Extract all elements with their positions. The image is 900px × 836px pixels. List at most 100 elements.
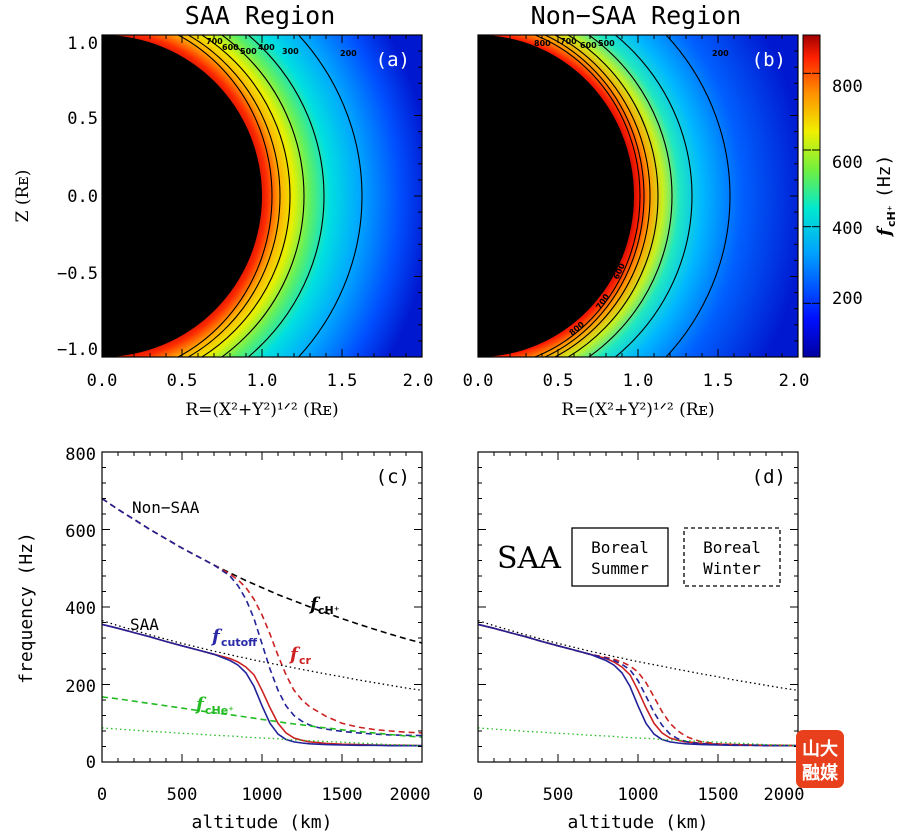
- legend-boreal-winter-line2: Winter: [703, 559, 761, 578]
- panel-a-xtick: 1.5: [327, 371, 358, 391]
- series-line-winter-fcr: [478, 623, 798, 747]
- panel-a-contour-label: 500: [240, 47, 257, 56]
- panel-b-xlabel: R=(X²+Y²)¹ᐟ² (Rᴇ): [561, 400, 714, 420]
- panel-d-frame: [477, 451, 799, 763]
- panel-b-ticks: [477, 34, 799, 358]
- series-line-saa-fch-: [478, 619, 798, 691]
- panel-c-xtick: 0: [97, 785, 107, 805]
- panel-b-contour-label: 500: [598, 39, 615, 48]
- logo-line1: 山大: [802, 738, 838, 760]
- panel-a-contour-label: 700: [206, 37, 223, 46]
- panel-a-label: (a): [376, 49, 410, 71]
- panel-a-ytick: −0.5: [57, 264, 98, 284]
- panel-a-ytick: 1.0: [67, 34, 98, 54]
- panel-d-lines: [478, 619, 798, 747]
- series-line-winter-fcutoff: [478, 623, 798, 747]
- panel-d-saa-label: SAA: [497, 541, 561, 576]
- series-line-summer-fcr: [478, 623, 798, 747]
- colorbar-gradient: [802, 34, 821, 358]
- panel-c-ytick: 800: [65, 445, 96, 465]
- panel-c-xtick: 1500: [322, 785, 363, 805]
- panel-b-earth-disk: [478, 35, 634, 357]
- panel-d-ticks: [477, 451, 799, 763]
- panel-c-ytick: 600: [65, 522, 96, 542]
- panel-b-xtick: 2.0: [779, 371, 810, 391]
- panel-c-xtick: 1000: [242, 785, 283, 805]
- panel-b-contour-label: 500: [621, 214, 634, 233]
- legend-boreal-summer-line1: Boreal: [591, 538, 649, 557]
- panel-b-contour-label: 200: [712, 49, 729, 58]
- panel-d-label: (d): [752, 466, 786, 488]
- legend-boreal-summer-box: [571, 527, 669, 587]
- panel-a-title: SAA Region: [185, 1, 336, 30]
- panel-d-xtick: 2000: [764, 785, 805, 805]
- panel-b-contour-label: 600: [580, 41, 597, 50]
- colorbar-tick: 200: [832, 289, 863, 309]
- panel-b-xtick: 0.0: [463, 371, 494, 391]
- colorbar-label-sub: cH⁺: [885, 205, 898, 227]
- panel-a-contours: [176, 35, 363, 357]
- panel-c-ytick: 200: [65, 677, 96, 697]
- panel-c-fche-sub: cHe⁺: [205, 704, 234, 717]
- panel-c-label: (c): [376, 466, 410, 488]
- panel-d-xlabel: altitude (km): [568, 812, 709, 833]
- panel-c-ticks: [101, 451, 423, 763]
- panel-a-contour-label: 600: [222, 43, 239, 52]
- colorbar-tick: 400: [832, 219, 863, 239]
- panel-d-xtick: 500: [543, 785, 574, 805]
- panel-b-contour-label: 700: [560, 37, 577, 46]
- logo-badge: [796, 730, 844, 788]
- panel-c-xtick: 500: [167, 785, 198, 805]
- panel-c-xlabel: altitude (km): [192, 812, 333, 833]
- panel-d-xtick: 1000: [618, 785, 659, 805]
- panel-a-ytick: −1.0: [57, 340, 98, 360]
- series-line-saa-fche-: [102, 727, 422, 747]
- panel-a-xtick: 2.0: [403, 371, 434, 391]
- panel-a-earth-disk: [102, 35, 262, 357]
- panel-c-fcutoff-sub: cutoff: [221, 636, 257, 649]
- series-line-saa-fche-: [478, 727, 798, 747]
- panel-c: (c) 800 600 400 200 0 0 500 1000 1500 20…: [16, 445, 430, 833]
- colorbar-tick: 600: [832, 153, 863, 173]
- panel-d-xtick: 0: [473, 785, 483, 805]
- panel-c-fch-sub: cH⁺: [318, 604, 340, 617]
- colorbar-label-unit: (Hz): [874, 155, 895, 198]
- panel-a-ylabel: Z (Rᴇ): [13, 170, 33, 223]
- panel-b-xtick: 1.0: [623, 371, 654, 391]
- panel-b-label: (b): [752, 49, 786, 71]
- logo-line2: 融媒: [802, 762, 839, 784]
- series-line-saa-fcutoff: [102, 623, 422, 747]
- panel-a-ytick: 0.5: [67, 109, 98, 129]
- panel-a-ytick: 0.0: [67, 187, 98, 207]
- panel-a-xtick: 0.0: [87, 371, 118, 391]
- series-line-non-saa-fcutoff: [102, 497, 422, 737]
- panel-a-xtick: 0.5: [167, 371, 198, 391]
- panel-a-xtick: 1.0: [247, 371, 278, 391]
- panel-a-contour-label: 400: [258, 43, 275, 52]
- panel-d-xtick: 1500: [698, 785, 739, 805]
- panel-a-contour-label: 200: [340, 49, 357, 58]
- panel-b-xtick: 0.5: [543, 371, 574, 391]
- panel-b-contour-label: 800: [534, 39, 551, 48]
- panel-b-title: Non−SAA Region: [531, 1, 742, 30]
- legend-boreal-summer-line2: Summer: [591, 559, 649, 578]
- panel-c-lines: [102, 497, 422, 747]
- panel-c-fcr-sub: cr: [299, 654, 312, 667]
- panel-a-ticks: [101, 34, 423, 358]
- panel-c-ylabel: frequency (Hz): [16, 532, 37, 684]
- legend-boreal-winter-line1: Boreal: [703, 538, 761, 557]
- series-line-saa-fch-: [102, 619, 422, 691]
- panel-c-xtick: 2000: [390, 785, 431, 805]
- panel-a-contour-label: 300: [282, 47, 299, 56]
- panel-b: Non−SAA Region 800 700 600 500 500 600 7…: [463, 1, 810, 420]
- panel-b-xtick: 1.5: [703, 371, 734, 391]
- colorbar-label: f cH⁺ (Hz): [874, 155, 898, 238]
- panel-d: (d) 0 500 1000 1500 2000 altitude (km) S…: [473, 451, 805, 833]
- series-line-summer-fcutoff: [478, 623, 798, 747]
- panel-a-xlabel: R=(X²+Y²)¹ᐟ² (Rᴇ): [185, 400, 338, 420]
- colorbar-tick: 800: [832, 77, 863, 97]
- panel-c-ytick: 400: [65, 599, 96, 619]
- panel-c-non-saa-label: Non−SAA: [132, 498, 200, 517]
- colorbar-ticks: [803, 72, 820, 304]
- panel-a: SAA Region 700 600 500 400 300 200 (a) 1…: [13, 1, 434, 420]
